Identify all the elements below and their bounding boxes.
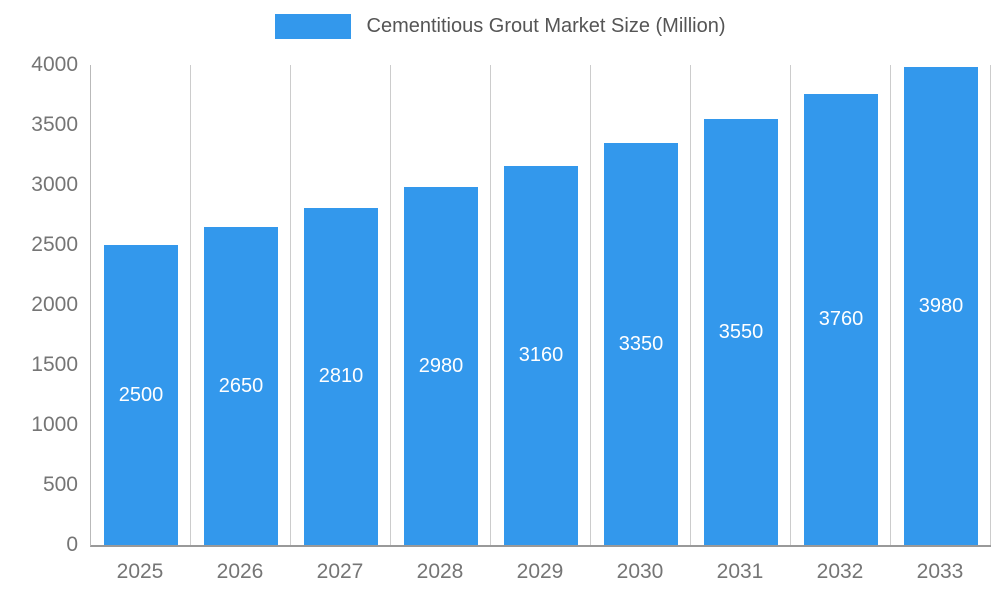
gridline-vertical (990, 65, 991, 545)
bar-2031[interactable]: 3550 (704, 119, 778, 545)
x-axis-tick-label: 2033 (916, 560, 964, 583)
y-axis-tick-label: 1500 (31, 353, 78, 376)
gridline-vertical (390, 65, 391, 545)
legend-swatch (274, 14, 351, 39)
bar-value-label: 3760 (818, 308, 864, 330)
y-axis-tick-label: 2500 (31, 233, 78, 256)
bar-value-label: 2650 (218, 374, 264, 397)
y-axis-tick-label: 2000 (31, 293, 78, 316)
bar-value-label: 3980 (918, 294, 964, 317)
gridline-vertical (490, 65, 491, 545)
gridline-vertical (790, 65, 791, 545)
bar-value-label: 3550 (718, 320, 764, 343)
bar-2028[interactable]: 2980 (404, 187, 478, 545)
x-axis-tick-label: 2029 (516, 560, 564, 583)
y-axis-tick-label: 3500 (31, 113, 78, 136)
bar-2026[interactable]: 2650 (204, 227, 278, 545)
y-axis-tick-label: 500 (42, 473, 78, 496)
x-axis-tick-label: 2032 (816, 560, 864, 583)
y-axis-tick-label: 4000 (31, 53, 78, 76)
plot-area: 2500 2650 2810 2980 3160 3350 3550 3760 3980 (90, 65, 991, 547)
bar-value-label: 2980 (418, 354, 464, 377)
x-axis-tick-label: 2026 (216, 560, 264, 583)
x-axis-tick-label: 2027 (316, 560, 364, 583)
y-axis-tick-label: 1000 (31, 413, 78, 436)
bar-2033[interactable]: 3980 (904, 67, 978, 545)
legend[interactable]: Cementitious Grout Market Size (Million) (0, 14, 1000, 39)
bar-value-label: 3350 (618, 332, 664, 355)
gridline-vertical (590, 65, 591, 545)
y-axis-tick-label: 3000 (31, 173, 78, 196)
bar-2027[interactable]: 2810 (304, 208, 378, 545)
bar-2025[interactable]: 2500 (104, 245, 178, 545)
legend-label: Cementitious Grout Market Size (Million) (366, 15, 726, 37)
bar-2032[interactable]: 3760 (804, 94, 878, 545)
x-axis-tick-label: 2031 (716, 560, 764, 583)
gridline-vertical (290, 65, 291, 545)
bar-value-label: 2500 (118, 383, 164, 406)
gridline-vertical (190, 65, 191, 545)
bar-2030[interactable]: 3350 (604, 143, 678, 545)
gridline-vertical (890, 65, 891, 545)
bar-value-label: 2810 (318, 365, 364, 387)
x-axis-tick-label: 2030 (616, 560, 664, 583)
bar-2029[interactable]: 3160 (504, 166, 578, 545)
x-axis-tick-label: 2028 (416, 560, 464, 583)
y-axis: 0 500 1000 1500 2000 2500 3000 3500 4000 (0, 53, 78, 556)
x-axis: 2025 2026 2027 2028 2029 2030 2031 2032 2033 (90, 560, 990, 590)
gridline-vertical (690, 65, 691, 545)
x-axis-tick-label: 2025 (116, 560, 164, 583)
y-axis-tick-label: 0 (66, 533, 78, 556)
bar-value-label: 3160 (518, 344, 564, 366)
